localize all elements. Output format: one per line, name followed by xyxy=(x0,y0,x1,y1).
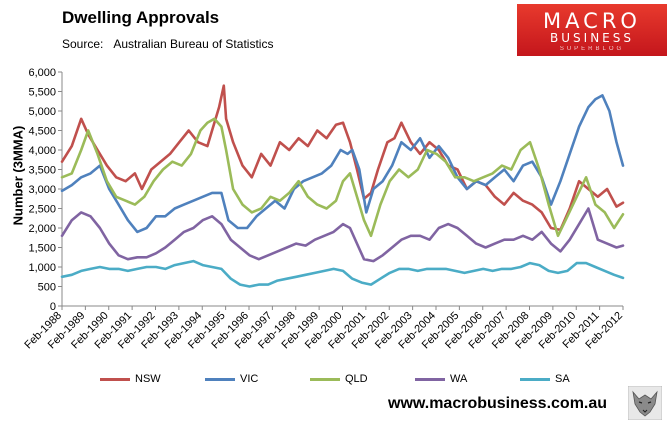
chart-axes: 0 500 1,000 1,500 2,000 2,500 3,000 3,500 4,000 4… xyxy=(22,67,625,351)
legend-swatch xyxy=(310,377,340,381)
logo-line-2: BUSINESS xyxy=(550,31,634,45)
legend-item-wa: WA xyxy=(415,373,467,385)
legend-item-nsw: NSW xyxy=(100,373,161,385)
series-line-wa xyxy=(60,207,625,263)
legend-label: QLD xyxy=(345,373,368,385)
y-tick-label: 5,500 xyxy=(28,87,56,99)
y-tick-label: 2,500 xyxy=(28,204,56,216)
legend-item-qld: QLD xyxy=(310,373,368,385)
y-tick-label: 0 xyxy=(50,301,56,313)
y-tick-label: 4,000 xyxy=(28,145,56,157)
y-tick-label: 2,000 xyxy=(28,223,56,235)
wolf-logo-icon xyxy=(628,386,662,420)
series-line-sa xyxy=(60,259,625,288)
legend-label: SA xyxy=(555,373,570,385)
chart-series xyxy=(60,84,625,288)
source-line: Source: Australian Bureau of Statistics xyxy=(62,37,273,51)
legend-label: VIC xyxy=(240,373,259,385)
legend-item-vic: VIC xyxy=(205,373,258,385)
series-line-nsw xyxy=(60,84,625,232)
logo-line-3: SUPERBLOG xyxy=(559,46,625,52)
legend-label: NSW xyxy=(135,373,161,385)
legend-swatch xyxy=(415,377,445,381)
legend-swatch xyxy=(205,377,235,381)
source-text: Australian Bureau of Statistics xyxy=(113,37,274,51)
y-tick-label: 4,500 xyxy=(28,126,56,138)
y-tick-label: 1,000 xyxy=(28,262,56,274)
y-tick-label: 1,500 xyxy=(28,243,56,255)
source-label: Source: xyxy=(62,37,104,51)
series-line-vic xyxy=(60,94,625,234)
logo-line-1: MACRO xyxy=(543,9,641,33)
legend-swatch xyxy=(520,377,550,381)
website-url: www.macrobusiness.com.au xyxy=(388,395,608,412)
legend-item-sa: SA xyxy=(520,373,570,385)
y-tick-label: 500 xyxy=(38,282,56,294)
macrobusiness-logo: MACRO BUSINESS SUPERBLOG xyxy=(517,4,667,56)
y-tick-label: 6,000 xyxy=(28,67,56,79)
y-tick-label: 5,000 xyxy=(28,106,56,118)
y-tick-label: 3,500 xyxy=(28,165,56,177)
series-line-qld xyxy=(60,117,625,238)
legend-swatch xyxy=(100,377,130,381)
chart-title: Dwelling Approvals xyxy=(62,8,220,27)
legend-label: WA xyxy=(450,373,468,385)
y-tick-label: 3,000 xyxy=(28,184,56,196)
y-axis-label: Number (3MMA) xyxy=(10,125,26,226)
chart-legend: NSW VIC QLD WA SA xyxy=(100,373,580,389)
